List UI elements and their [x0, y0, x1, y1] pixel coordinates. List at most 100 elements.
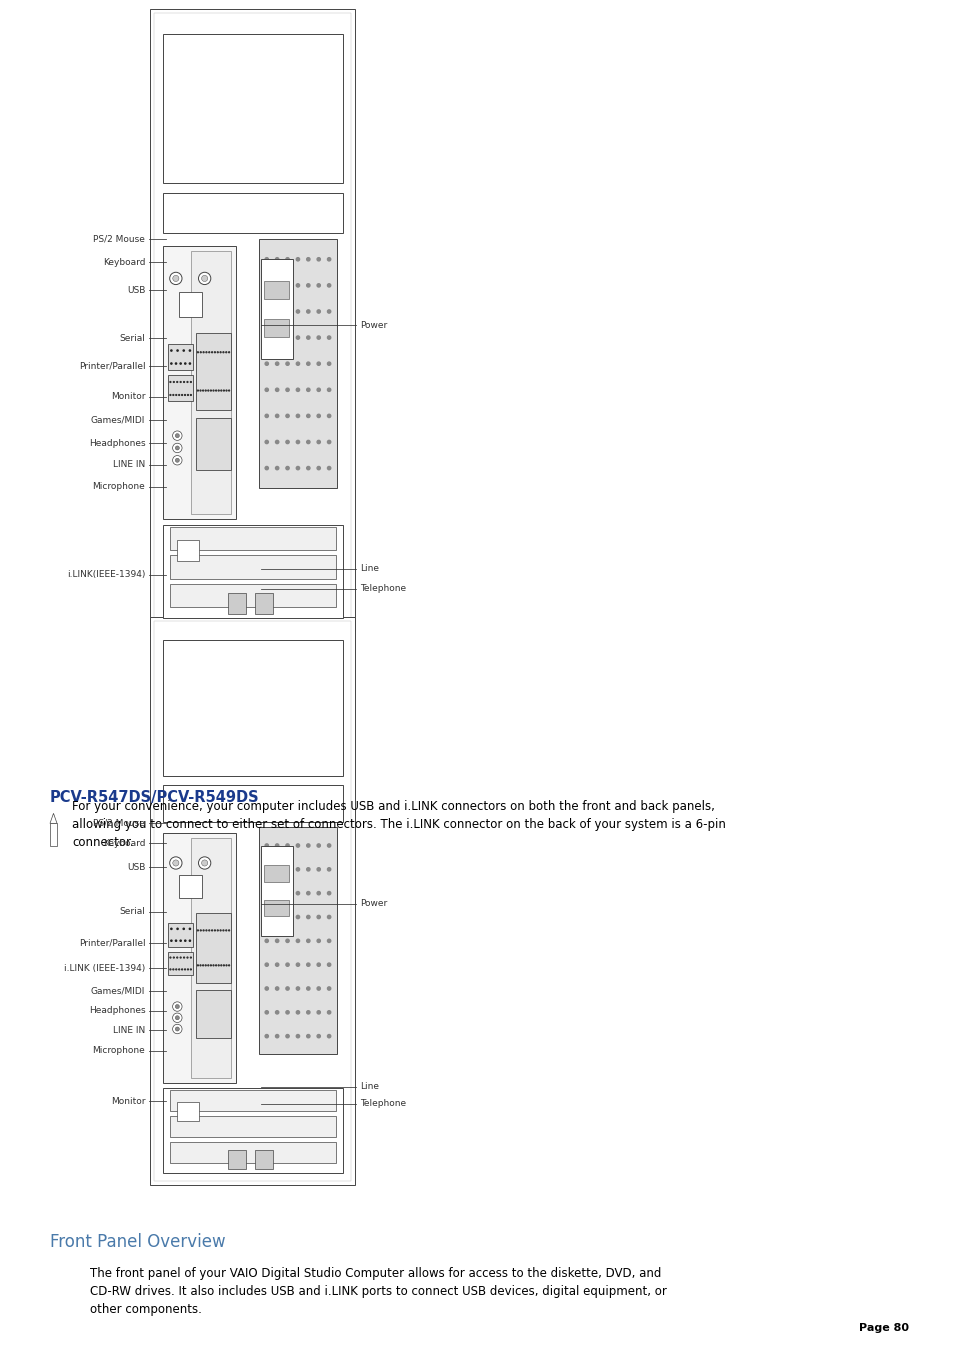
- Bar: [154, 621, 351, 1181]
- Circle shape: [265, 916, 268, 919]
- Circle shape: [265, 1011, 268, 1015]
- Circle shape: [296, 336, 299, 339]
- Circle shape: [172, 1013, 182, 1023]
- Bar: [50, 823, 57, 846]
- Circle shape: [265, 388, 268, 392]
- Circle shape: [306, 963, 310, 966]
- Circle shape: [316, 466, 320, 470]
- Text: PS/2 Mouse: PS/2 Mouse: [93, 235, 145, 245]
- Bar: [162, 785, 343, 821]
- Text: Keyboard: Keyboard: [103, 839, 145, 847]
- Circle shape: [265, 466, 268, 470]
- Circle shape: [275, 415, 278, 417]
- Bar: [264, 866, 289, 882]
- Circle shape: [327, 336, 331, 339]
- Circle shape: [175, 1027, 179, 1031]
- Circle shape: [286, 867, 289, 871]
- Circle shape: [265, 309, 268, 313]
- Circle shape: [175, 1005, 179, 1009]
- Text: Games/MIDI: Games/MIDI: [91, 416, 145, 424]
- Circle shape: [286, 336, 289, 339]
- Text: USB: USB: [127, 286, 145, 295]
- Circle shape: [265, 939, 268, 943]
- Circle shape: [275, 440, 278, 443]
- Text: Serial: Serial: [119, 908, 145, 916]
- Text: For your convenience, your computer includes USB and i.LINK connectors on both t: For your convenience, your computer incl…: [71, 800, 725, 850]
- Circle shape: [265, 1035, 268, 1038]
- Circle shape: [275, 963, 278, 966]
- Circle shape: [327, 939, 331, 943]
- Circle shape: [327, 844, 331, 847]
- Circle shape: [286, 986, 289, 990]
- Bar: [170, 527, 335, 550]
- Circle shape: [286, 388, 289, 392]
- Circle shape: [327, 916, 331, 919]
- Circle shape: [316, 258, 320, 261]
- Circle shape: [316, 284, 320, 286]
- Circle shape: [296, 963, 299, 966]
- Bar: [195, 334, 231, 409]
- Text: Printer/Parallel: Printer/Parallel: [78, 361, 145, 370]
- Bar: [169, 345, 193, 370]
- Text: LINE IN: LINE IN: [112, 461, 145, 470]
- Circle shape: [172, 1002, 182, 1012]
- Bar: [162, 834, 236, 1082]
- Circle shape: [316, 963, 320, 966]
- Circle shape: [316, 1035, 320, 1038]
- Circle shape: [286, 939, 289, 943]
- Circle shape: [265, 867, 268, 871]
- Circle shape: [327, 388, 331, 392]
- Circle shape: [306, 1011, 310, 1015]
- Circle shape: [316, 916, 320, 919]
- Circle shape: [327, 1011, 331, 1015]
- Circle shape: [275, 309, 278, 313]
- Circle shape: [275, 844, 278, 847]
- Circle shape: [327, 986, 331, 990]
- Bar: [151, 9, 355, 631]
- Circle shape: [275, 986, 278, 990]
- Text: Microphone: Microphone: [92, 482, 145, 492]
- Circle shape: [306, 916, 310, 919]
- Circle shape: [286, 916, 289, 919]
- Bar: [264, 281, 289, 299]
- Circle shape: [306, 284, 310, 286]
- Text: Headphones: Headphones: [89, 1006, 145, 1015]
- Circle shape: [296, 892, 299, 894]
- Text: Microphone: Microphone: [92, 1047, 145, 1055]
- Text: PS/2 Mouse: PS/2 Mouse: [93, 819, 145, 827]
- Circle shape: [175, 434, 179, 438]
- Circle shape: [286, 440, 289, 443]
- Bar: [162, 193, 343, 234]
- Bar: [170, 1089, 335, 1111]
- Circle shape: [175, 446, 179, 450]
- Text: i.LINK(IEEE-1394): i.LINK(IEEE-1394): [67, 570, 145, 580]
- Circle shape: [306, 440, 310, 443]
- Circle shape: [306, 362, 310, 365]
- Circle shape: [327, 415, 331, 417]
- Circle shape: [306, 844, 310, 847]
- Circle shape: [327, 362, 331, 365]
- Circle shape: [201, 859, 208, 866]
- Circle shape: [275, 466, 278, 470]
- Circle shape: [306, 388, 310, 392]
- Circle shape: [286, 258, 289, 261]
- Circle shape: [316, 844, 320, 847]
- Circle shape: [327, 892, 331, 894]
- Circle shape: [175, 1016, 179, 1020]
- Circle shape: [296, 844, 299, 847]
- Circle shape: [265, 963, 268, 966]
- Bar: [178, 292, 202, 316]
- Circle shape: [316, 336, 320, 339]
- Circle shape: [275, 939, 278, 943]
- Bar: [177, 1102, 198, 1121]
- Text: Page 80: Page 80: [858, 1323, 908, 1333]
- Circle shape: [296, 284, 299, 286]
- Text: Monitor: Monitor: [111, 392, 145, 401]
- Circle shape: [316, 892, 320, 894]
- Circle shape: [198, 857, 211, 869]
- Bar: [162, 640, 343, 777]
- Circle shape: [296, 1011, 299, 1015]
- Circle shape: [275, 892, 278, 894]
- Circle shape: [296, 258, 299, 261]
- Circle shape: [296, 362, 299, 365]
